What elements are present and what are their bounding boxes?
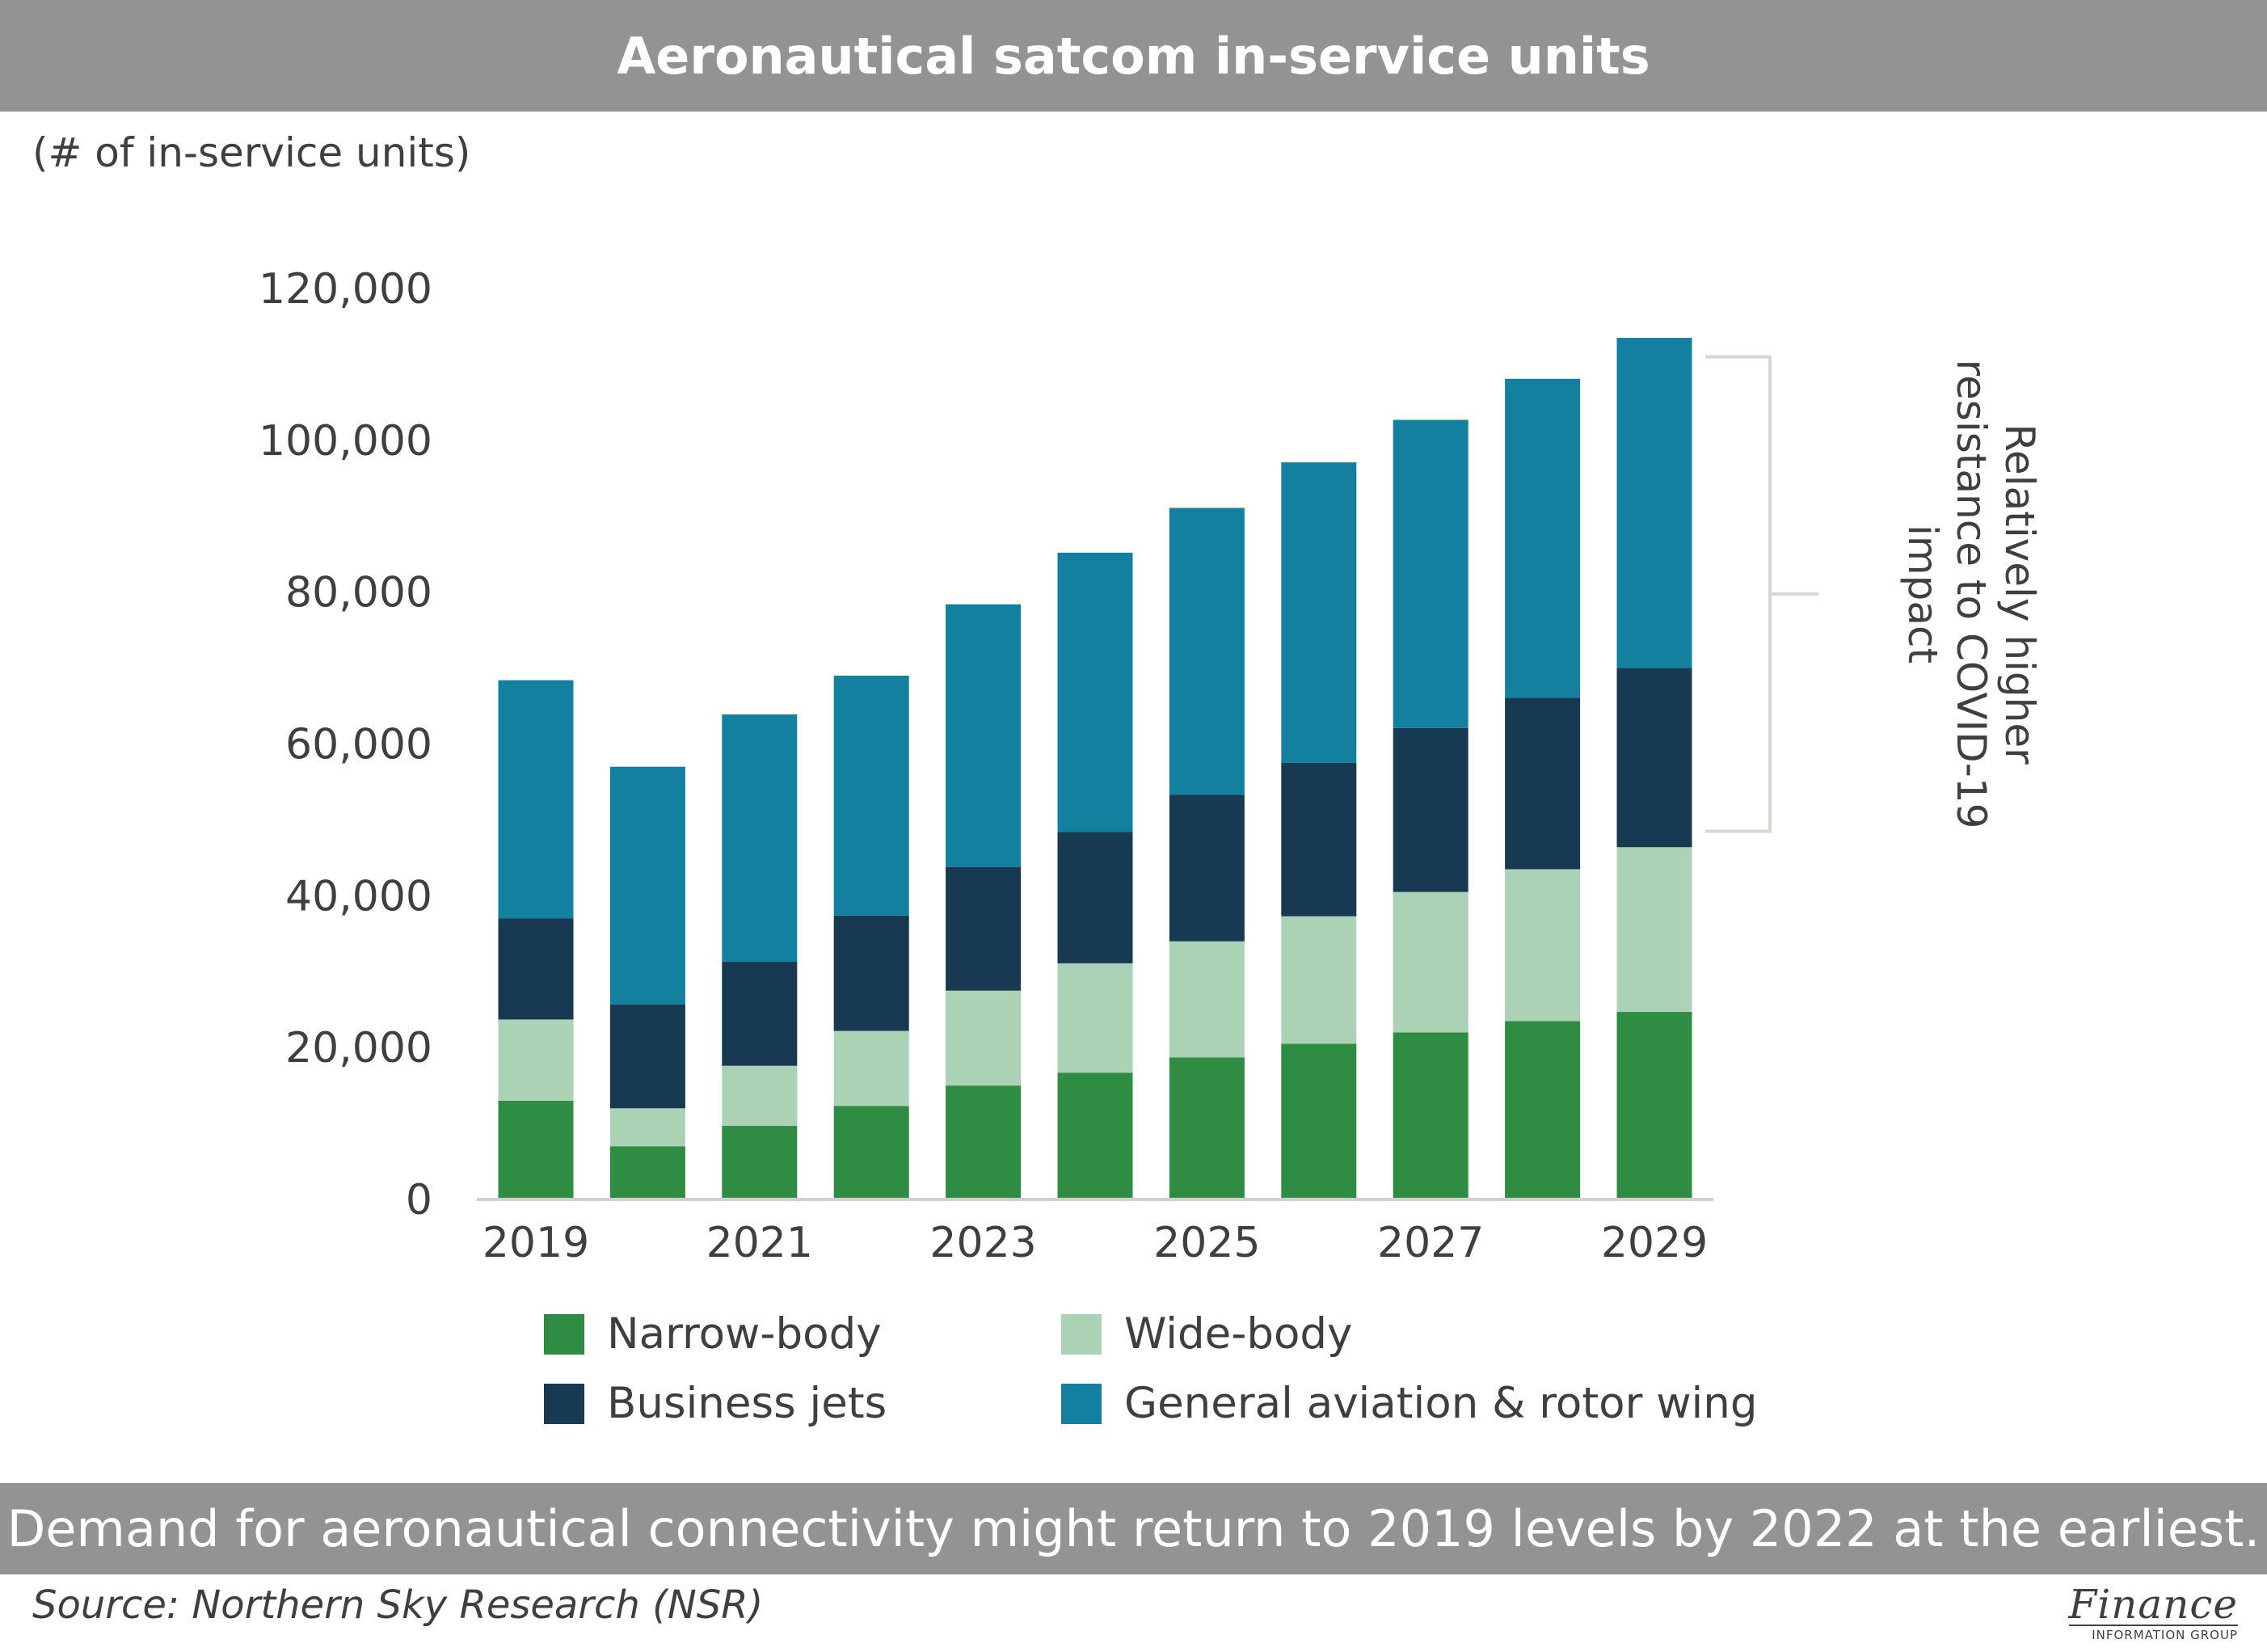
bar-segment-general-aviation-rotor-wing-2021 bbox=[722, 714, 798, 963]
x-tick-label: 2021 bbox=[706, 1219, 813, 1267]
bar-segment-business-jets-2024 bbox=[1057, 832, 1133, 963]
bar-segment-wide-body-2029 bbox=[1616, 847, 1692, 1013]
bar-segment-wide-body-2026 bbox=[1281, 916, 1357, 1044]
bar-segment-narrow-body-2025 bbox=[1169, 1057, 1245, 1199]
x-tick-label: 2029 bbox=[1601, 1219, 1708, 1267]
y-tick-label: 60,000 bbox=[285, 721, 432, 769]
legend-item-general-aviation: General aviation & rotor wing bbox=[1061, 1379, 1758, 1428]
annotation-text-line: resistance to COVID-19 bbox=[1948, 360, 1995, 829]
bar-segment-business-jets-2023 bbox=[946, 866, 1022, 991]
annotation-text-line: Relatively higher bbox=[1996, 424, 2043, 765]
bar-segment-business-jets-2022 bbox=[833, 915, 909, 1031]
x-tick-label: 2019 bbox=[482, 1219, 589, 1267]
legend-swatch-narrow-body bbox=[544, 1313, 584, 1355]
bar-segment-general-aviation-rotor-wing-2019 bbox=[498, 680, 574, 919]
bar-segment-narrow-body-2026 bbox=[1281, 1043, 1357, 1199]
bar-segment-general-aviation-rotor-wing-2023 bbox=[946, 604, 1022, 867]
bar-segment-business-jets-2019 bbox=[498, 918, 574, 1020]
legend-label-wide-body: Wide-body bbox=[1124, 1309, 1353, 1359]
bar-segment-general-aviation-rotor-wing-2020 bbox=[609, 766, 685, 1005]
chart-title: Aeronautical satcom in-service units bbox=[617, 26, 1650, 86]
annotation-bracket bbox=[1705, 355, 1818, 833]
bar-segment-business-jets-2027 bbox=[1393, 727, 1468, 892]
bar-segment-narrow-body-2023 bbox=[946, 1085, 1022, 1199]
bar-segment-wide-body-2021 bbox=[722, 1065, 798, 1126]
bar-segment-narrow-body-2028 bbox=[1505, 1021, 1581, 1199]
bar-segment-narrow-body-2024 bbox=[1057, 1073, 1133, 1199]
source-note: Source: Northern Sky Research (NSR) bbox=[32, 1582, 764, 1628]
logo-main-text: Finance bbox=[2068, 1581, 2238, 1628]
caption-bar: Demand for aeronautical connectivity mig… bbox=[0, 1483, 2267, 1574]
logo-sub-text: INFORMATION GROUP bbox=[2068, 1625, 2238, 1642]
legend-swatch-wide-body bbox=[1061, 1313, 1102, 1355]
bar-segment-general-aviation-rotor-wing-2027 bbox=[1393, 419, 1468, 728]
bar-segment-wide-body-2025 bbox=[1169, 941, 1245, 1058]
legend-label-business-jets: Business jets bbox=[607, 1379, 887, 1428]
bar-segment-narrow-body-2029 bbox=[1616, 1012, 1692, 1199]
bar-segment-general-aviation-rotor-wing-2028 bbox=[1505, 378, 1581, 698]
legend-item-business-jets: Business jets bbox=[544, 1379, 887, 1428]
caption-text: Demand for aeronautical connectivity mig… bbox=[6, 1499, 2261, 1558]
bar-segment-narrow-body-2019 bbox=[498, 1100, 574, 1199]
legend-item-wide-body: Wide-body bbox=[1061, 1309, 1352, 1359]
bar-segment-business-jets-2020 bbox=[609, 1004, 685, 1109]
y-tick-label: 40,000 bbox=[285, 872, 432, 921]
bar-segment-general-aviation-rotor-wing-2029 bbox=[1616, 338, 1692, 668]
y-tick-label: 20,000 bbox=[285, 1024, 432, 1073]
y-tick-label: 80,000 bbox=[285, 569, 432, 617]
bar-segment-general-aviation-rotor-wing-2025 bbox=[1169, 508, 1245, 795]
bar-segment-business-jets-2028 bbox=[1505, 697, 1581, 870]
bar-segment-narrow-body-2021 bbox=[722, 1125, 798, 1199]
bar-segment-business-jets-2026 bbox=[1281, 762, 1357, 917]
x-tick-label: 2023 bbox=[929, 1219, 1036, 1267]
bar-segment-general-aviation-rotor-wing-2022 bbox=[833, 675, 909, 916]
y-tick-label: 0 bbox=[406, 1176, 432, 1224]
y-tick-label: 120,000 bbox=[259, 265, 432, 314]
bar-segment-narrow-body-2020 bbox=[609, 1146, 685, 1199]
annotation-text-line: impact bbox=[1899, 525, 1946, 664]
legend-item-narrow-body: Narrow-body bbox=[544, 1309, 882, 1359]
bar-segment-narrow-body-2022 bbox=[833, 1106, 909, 1199]
bar-segment-general-aviation-rotor-wing-2024 bbox=[1057, 552, 1133, 832]
bar-segment-business-jets-2025 bbox=[1169, 794, 1245, 942]
title-bar: Aeronautical satcom in-service units bbox=[0, 0, 2267, 112]
y-unit-label: (# of in-service units) bbox=[32, 129, 471, 176]
bar-segment-wide-body-2024 bbox=[1057, 963, 1133, 1073]
bar-segment-business-jets-2021 bbox=[722, 962, 798, 1066]
x-tick-label: 2025 bbox=[1153, 1219, 1260, 1267]
legend-swatch-general-aviation bbox=[1061, 1383, 1102, 1424]
bar-segment-general-aviation-rotor-wing-2026 bbox=[1281, 462, 1357, 763]
finance-logo: Finance INFORMATION GROUP bbox=[2068, 1581, 2238, 1642]
bar-segment-wide-body-2027 bbox=[1393, 891, 1468, 1033]
y-tick-label: 100,000 bbox=[259, 417, 432, 466]
bar-segment-wide-body-2022 bbox=[833, 1030, 909, 1106]
bar-segment-wide-body-2020 bbox=[609, 1108, 685, 1147]
legend-label-general-aviation: General aviation & rotor wing bbox=[1124, 1379, 1758, 1428]
bar-segment-wide-body-2028 bbox=[1505, 869, 1581, 1022]
bar-segment-narrow-body-2027 bbox=[1393, 1032, 1468, 1199]
x-tick-label: 2027 bbox=[1377, 1219, 1484, 1267]
legend-label-narrow-body: Narrow-body bbox=[607, 1309, 882, 1359]
chart-legend: Narrow-body Wide-body Business jets Gene… bbox=[544, 1309, 1758, 1455]
legend-swatch-business-jets bbox=[544, 1383, 584, 1424]
bar-segment-business-jets-2029 bbox=[1616, 668, 1692, 848]
bar-segment-wide-body-2019 bbox=[498, 1019, 574, 1101]
bar-segment-wide-body-2023 bbox=[946, 990, 1022, 1086]
